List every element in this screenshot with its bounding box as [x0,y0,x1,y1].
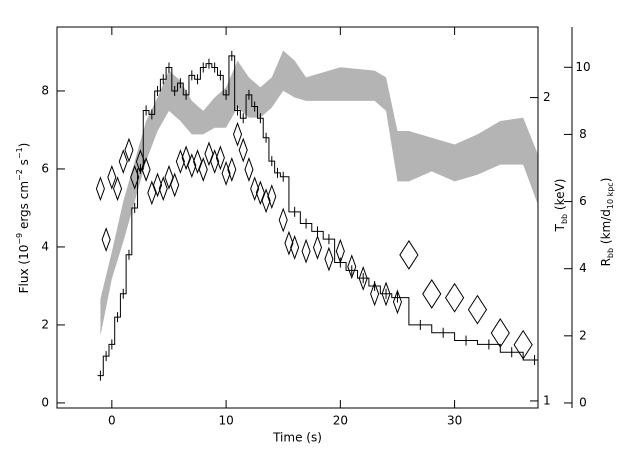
temperature-diamond [347,254,357,280]
y2-axis-label: Tbb (keV) [553,179,570,233]
temperature-diamond [490,318,510,348]
temperature-diamond [113,176,123,202]
y-axis-label-part: Flux (10 [17,245,31,294]
y2-axis-label-part: bb [560,214,569,224]
y2-axis-label-part: (keV) [553,179,567,214]
temperature-diamond [278,207,288,233]
temperature-diamond [198,157,208,182]
y3-axis-label-part: 10 kpc [606,182,615,209]
temperature-diamond [192,149,203,175]
temperature-diamond [118,149,128,175]
y2-axis-label-part: T [553,223,567,232]
y3-tick-label: 0 [579,395,587,409]
temperature-diamond [227,157,237,182]
temperature-diamond [221,160,231,186]
y-axis-label-part: s [17,159,31,169]
y3-axis-label: Rbb (km/d10 kpc) [599,178,616,267]
temperature-diamond [399,240,419,270]
temperature-diamond [215,145,225,171]
temperature-diamond [381,281,391,307]
x-axis-label: Time (s) [272,431,322,445]
y-tick-label: 2 [41,317,49,331]
y3-tick-label: 10 [575,60,590,74]
temperature-diamond [370,281,380,307]
temperature-diamond [130,164,140,190]
x-tick-label: 20 [333,414,348,428]
y3-axis-label-part: ) [599,178,613,183]
y3-tick-label: 2 [579,328,587,342]
y-axis-label-part: ) [17,143,31,148]
y-axis-label: Flux (10−9 ergs cm−2 s−1) [15,143,31,294]
temperature-diamond [422,279,442,309]
y3-axis-label-part: R [599,258,613,266]
temperature-diamond [261,188,271,214]
temperature-diamond [107,164,117,190]
temperature-diamond [267,184,277,210]
temperature-diamond [158,176,168,202]
temperature-diamond [147,180,157,206]
y-axis-label-part: ergs cm [17,181,31,233]
temperature-diamond [232,121,243,147]
y3-tick-label: 8 [579,127,587,141]
y-tick-label: 6 [41,161,49,175]
y2-tick-label: 1 [543,393,551,407]
temperature-diamond [175,149,185,175]
temperature-diamond [124,137,134,163]
temperature-diamond [250,176,260,202]
temperature-diamond [513,329,533,360]
x-tick-label: 30 [447,414,462,428]
y3-tick-label: 4 [579,261,587,275]
temperature-diamond [204,141,214,167]
temperature-diamond [244,157,254,182]
y-axis-label-part: −2 [15,169,24,181]
y3-tick-label: 6 [579,194,587,208]
temperature-diamond [170,172,180,198]
temperature-diamond [290,235,300,260]
temperature-diamond [95,176,105,202]
y3-axis-label-part: bb [606,248,615,258]
y-tick-label: 8 [41,83,49,97]
temperature-diamond [445,282,465,313]
y-axis-label-part: −1 [15,147,24,159]
y-tick-label: 0 [41,395,49,409]
temperature-diamond [358,265,368,291]
temperature-diamond [392,289,403,315]
x-tick-label: 0 [108,414,116,428]
plot-frame [56,26,539,409]
temperature-diamond [135,149,145,175]
temperature-diamond [101,227,111,252]
temperature-diamond [164,164,174,190]
y2-tick-label: 2 [543,90,551,104]
temperature-diamond [312,235,323,260]
temperature-diamond [467,294,488,325]
radius-band [100,50,538,336]
temperature-diamond [301,238,311,264]
y3-axis-label-part: (km/d [599,209,613,248]
temperature-diamond [181,145,191,171]
temperature-diamond [255,180,265,206]
y-tick-label: 4 [41,239,49,253]
temperature-diamond [141,157,151,182]
temperature-diamond [324,246,334,272]
temperature-diamond [335,238,345,264]
x-tick-label: 10 [218,414,233,428]
temperature-diamond [153,172,163,198]
temperature-diamond [238,137,248,163]
temperature-diamond [284,230,294,256]
temperature-diamond [210,149,220,175]
temperature-diamond [187,153,197,179]
y-axis-label-part: −9 [15,233,24,245]
